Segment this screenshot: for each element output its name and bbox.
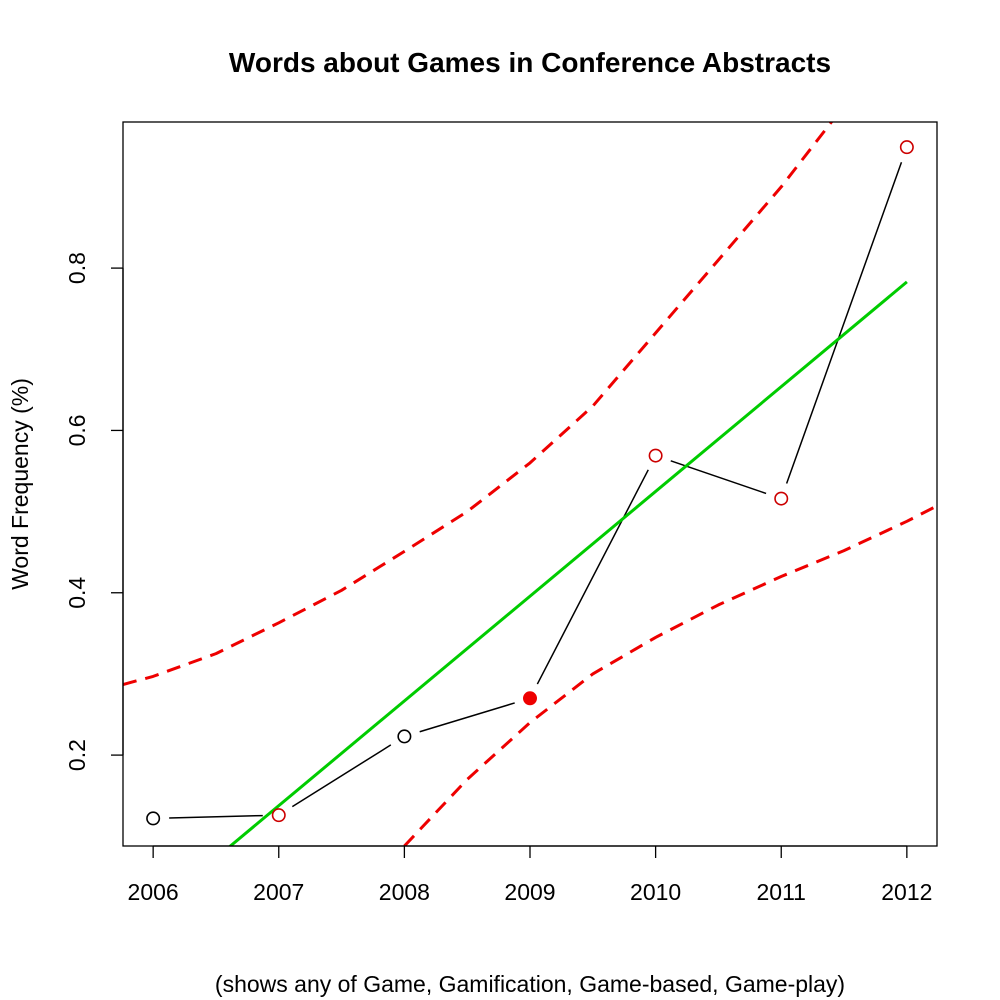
data-point bbox=[648, 448, 663, 463]
upper-bound-line bbox=[123, 122, 834, 686]
x-tick-label: 2008 bbox=[379, 879, 430, 905]
plot-frame bbox=[122, 121, 938, 847]
chart-title: Words about Games in Conference Abstract… bbox=[229, 47, 831, 78]
lower-bound-line bbox=[403, 504, 937, 846]
plot-content bbox=[123, 122, 937, 846]
x-tick-label: 2007 bbox=[253, 879, 304, 905]
y-tick-label: 0.2 bbox=[64, 739, 90, 771]
points-layer bbox=[146, 140, 914, 826]
trend-line bbox=[228, 280, 908, 846]
observed-segment bbox=[291, 744, 392, 808]
x-tick-label: 2012 bbox=[881, 879, 932, 905]
data-point bbox=[899, 140, 914, 155]
y-axis-label: Word Frequency (%) bbox=[7, 378, 33, 590]
data-point-highlighted bbox=[522, 691, 537, 706]
observed-segment bbox=[419, 702, 515, 733]
y-tick-label: 0.8 bbox=[64, 252, 90, 284]
data-point bbox=[271, 808, 286, 823]
x-tick-label: 2011 bbox=[757, 879, 806, 905]
data-point bbox=[774, 491, 789, 506]
observed-segment bbox=[785, 161, 903, 484]
x-axis-label: (shows any of Game, Gamification, Game-b… bbox=[215, 971, 845, 997]
observed-segment bbox=[536, 469, 649, 685]
x-tick-label: 2006 bbox=[128, 879, 179, 905]
data-point bbox=[146, 811, 161, 826]
x-axis: 2006 2007 2008 2009 2010 2011 2012 bbox=[128, 845, 932, 905]
x-tick-label: 2010 bbox=[630, 879, 681, 905]
x-tick-label: 2009 bbox=[504, 879, 555, 905]
y-tick-label: 0.4 bbox=[64, 577, 90, 609]
y-tick-label: 0.6 bbox=[64, 414, 90, 446]
y-axis: 0.2 0.4 0.6 0.8 bbox=[64, 252, 124, 771]
observed-segment bbox=[169, 814, 263, 819]
data-point bbox=[397, 729, 412, 744]
